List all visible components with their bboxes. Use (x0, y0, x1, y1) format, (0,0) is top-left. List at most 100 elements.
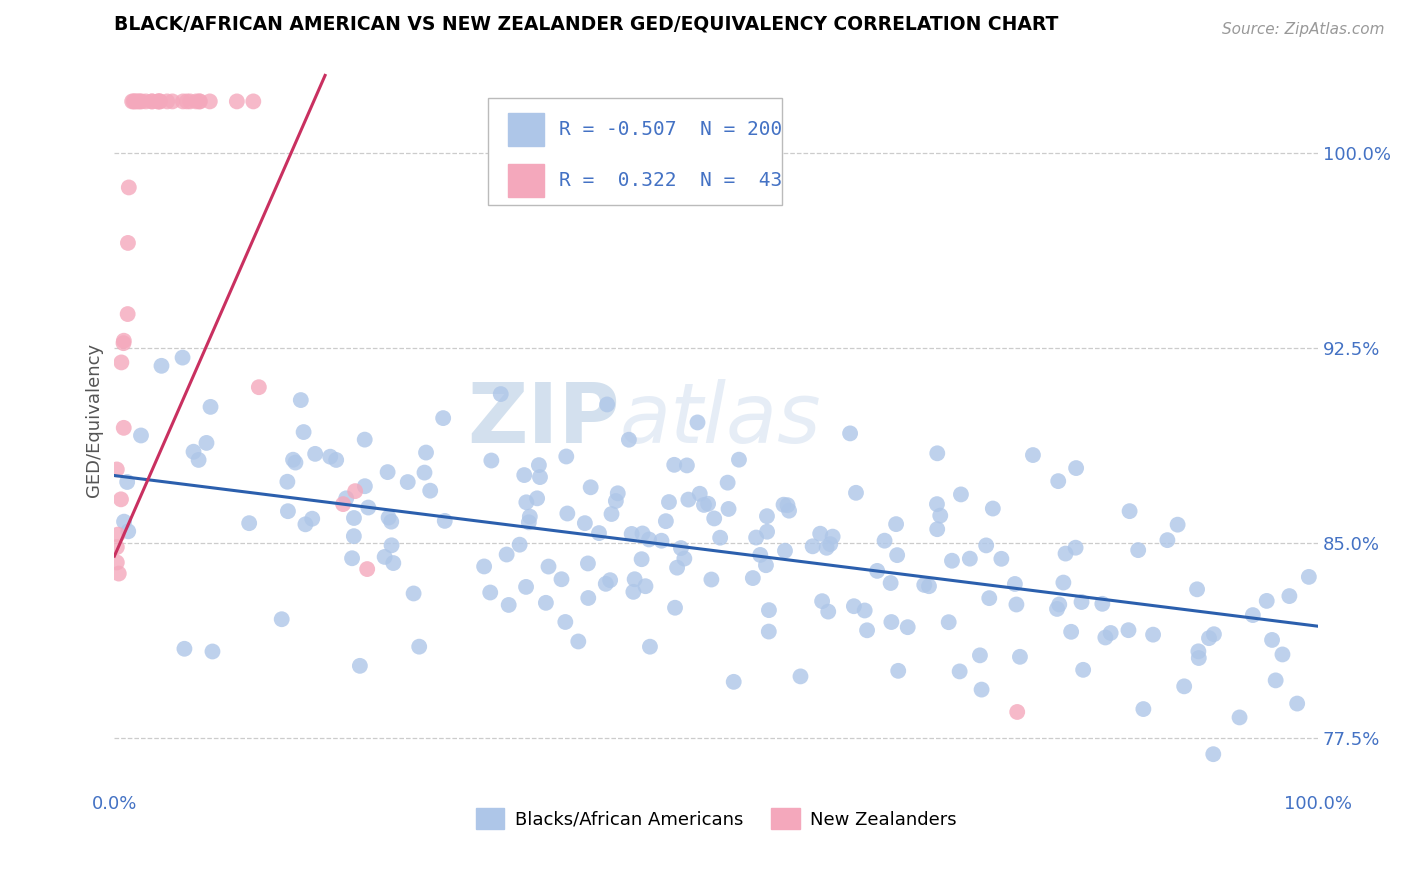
Point (377, 510, 399, 524)
Point (567, 634, 589, 648)
Point (179, 95, 201, 109)
Point (550, 572, 572, 586)
Point (173, 641, 195, 656)
Point (776, 498, 799, 512)
Point (349, 658, 371, 673)
Point (879, 576, 901, 591)
Point (678, 492, 700, 507)
Point (1004, 577, 1026, 591)
Point (887, 664, 910, 678)
Point (277, 504, 299, 518)
Text: Source: ZipAtlas.com: Source: ZipAtlas.com (1222, 22, 1385, 37)
Point (527, 458, 550, 472)
Point (579, 480, 602, 494)
Point (554, 615, 576, 629)
Point (344, 484, 367, 499)
Point (949, 487, 972, 501)
Point (693, 498, 716, 512)
Point (669, 541, 692, 555)
Point (630, 552, 652, 566)
Point (697, 497, 720, 511)
Point (741, 571, 763, 585)
Point (125, 95, 148, 109)
Point (634, 579, 657, 593)
Point (717, 475, 740, 490)
Point (873, 533, 896, 548)
Point (1047, 474, 1070, 488)
Point (354, 479, 377, 493)
Point (141, 95, 163, 109)
Point (479, 585, 502, 599)
Point (183, 444, 205, 458)
Point (576, 557, 599, 571)
Point (595, 577, 617, 591)
Point (1156, 533, 1178, 548)
Point (247, 380, 270, 394)
Point (606, 486, 628, 500)
Point (979, 591, 1001, 606)
Point (600, 507, 623, 521)
Point (1005, 598, 1028, 612)
Point (820, 537, 842, 551)
Point (107, 566, 129, 581)
Point (382, 556, 405, 570)
Point (135, 95, 157, 109)
Point (141, 95, 163, 109)
Point (186, 95, 208, 109)
Point (839, 426, 862, 441)
Y-axis label: GED/Equivalency: GED/Equivalency (86, 343, 103, 497)
Point (433, 514, 456, 528)
Point (377, 465, 399, 479)
Point (811, 594, 834, 608)
Point (1261, 632, 1284, 647)
Point (200, 400, 222, 414)
Point (1278, 589, 1301, 603)
Point (970, 682, 993, 697)
Point (1118, 504, 1140, 518)
Point (758, 603, 780, 617)
Point (1132, 702, 1154, 716)
Point (912, 578, 935, 592)
Point (617, 433, 640, 447)
Point (686, 416, 709, 430)
Point (856, 624, 879, 638)
Legend: Blacks/African Americans, New Zealanders: Blacks/African Americans, New Zealanders (468, 801, 965, 837)
Point (187, 453, 209, 467)
Point (172, 95, 194, 109)
Point (620, 527, 643, 541)
Point (703, 511, 725, 525)
Point (121, 95, 143, 109)
Point (117, 524, 139, 539)
Point (1229, 710, 1251, 724)
Point (1202, 627, 1225, 641)
Point (938, 615, 960, 630)
Point (281, 452, 304, 467)
Point (107, 527, 129, 541)
Point (513, 468, 536, 483)
Point (676, 458, 699, 473)
Point (728, 452, 751, 467)
Point (1060, 624, 1083, 639)
Point (1187, 644, 1209, 658)
Point (1118, 623, 1140, 637)
Point (290, 393, 312, 408)
Point (927, 522, 949, 536)
Point (631, 526, 654, 541)
Point (700, 573, 723, 587)
Point (156, 95, 179, 109)
Point (880, 615, 903, 629)
Point (1271, 648, 1294, 662)
Point (242, 95, 264, 109)
Point (929, 508, 952, 523)
Point (1202, 747, 1225, 762)
Point (576, 591, 599, 605)
Point (845, 485, 868, 500)
Point (723, 674, 745, 689)
Point (808, 526, 831, 541)
Point (201, 644, 224, 658)
Point (413, 466, 436, 480)
Point (941, 554, 963, 568)
Point (1071, 663, 1094, 677)
Point (853, 603, 876, 617)
Point (117, 235, 139, 250)
